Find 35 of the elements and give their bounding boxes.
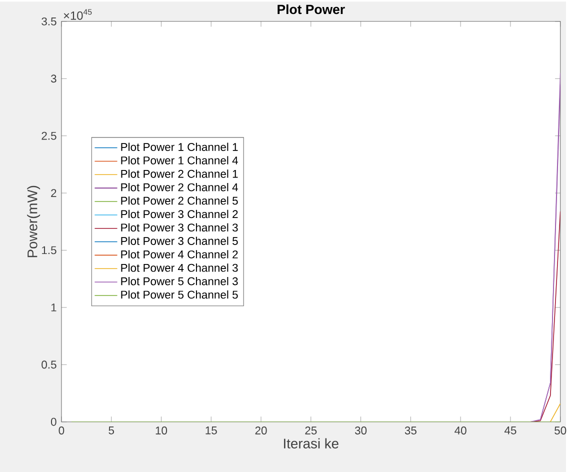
legend-label: Plot Power 4 Channel 3 — [121, 263, 238, 272]
x-tick-label: 35 — [404, 426, 416, 434]
legend-label: Plot Power 2 Channel 4 — [121, 182, 238, 192]
x-tick-label: 30 — [354, 426, 367, 434]
legend-label: Plot Power 3 Channel 3 — [121, 223, 238, 232]
text: ×10$^{45}$ — [64, 9, 92, 20]
x-tick-label: 50 — [554, 426, 566, 434]
y-tick-label: 0 — [50, 418, 56, 426]
y-tick-label: 2.5 — [42, 132, 56, 140]
legend-label: Plot Power 2 Channel 5 — [121, 196, 238, 204]
y-tick-label: 1 — [51, 303, 56, 312]
x-tick-label: 0 — [58, 426, 64, 434]
y-tick-label: 0.5 — [42, 360, 56, 368]
y-axis-title: Power(mW) — [27, 186, 40, 257]
legend-label: Plot Power 1 Channel 4 — [121, 156, 238, 164]
y-tick-label: 2 — [51, 188, 56, 197]
y-tick-label: 3.5 — [42, 17, 56, 26]
legend-label: Plot Power 5 Channel 5 — [121, 290, 238, 298]
chart-title: Plot Power — [278, 4, 345, 14]
legend-label: Plot Power 5 Channel 3 — [121, 276, 238, 286]
legend-label: Plot Power 1 Channel 1 — [121, 142, 238, 151]
x-axis-title: Iterasi ke — [284, 438, 338, 448]
x-tick-label: 10 — [156, 426, 168, 434]
x-tick-label: 25 — [305, 426, 317, 434]
x-tick-label: 5 — [108, 426, 114, 434]
x-tick-label: 15 — [206, 426, 217, 434]
legend-label: Plot Power 2 Channel 1 — [121, 169, 238, 178]
legend-label: Plot Power 3 Channel 2 — [121, 210, 238, 218]
x-tick-label: 45 — [504, 426, 516, 434]
x-tick-label: 40 — [454, 426, 466, 434]
y-tick-label: 3 — [50, 74, 56, 82]
legend-label: Plot Power 4 Channel 2 — [121, 250, 238, 258]
y-tick-label: 1.5 — [42, 246, 56, 254]
legend-label: Plot Power 3 Channel 5 — [121, 236, 238, 245]
x-tick-label: 20 — [255, 426, 267, 434]
